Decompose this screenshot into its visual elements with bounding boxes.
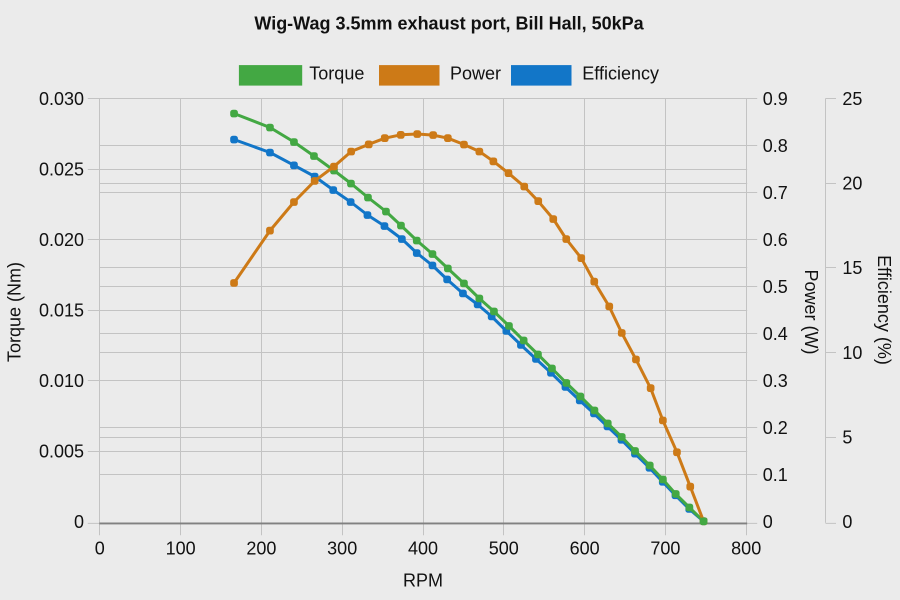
svg-text:0: 0: [763, 512, 773, 532]
svg-text:0.015: 0.015: [39, 301, 84, 321]
svg-text:200: 200: [246, 539, 276, 559]
svg-text:0.020: 0.020: [39, 230, 84, 250]
svg-text:0: 0: [842, 512, 852, 532]
svg-text:Torque: Torque: [309, 63, 364, 83]
svg-text:10: 10: [842, 343, 862, 363]
svg-text:Torque (Nm): Torque (Nm): [5, 262, 25, 362]
svg-text:0.6: 0.6: [763, 230, 788, 250]
svg-text:Wig-Wag 3.5mm exhaust port, Bi: Wig-Wag 3.5mm exhaust port, Bill Hall, 5…: [254, 14, 644, 34]
svg-text:600: 600: [570, 539, 600, 559]
svg-text:800: 800: [731, 539, 761, 559]
svg-text:20: 20: [842, 174, 862, 194]
svg-text:0.1: 0.1: [763, 465, 788, 485]
svg-text:0: 0: [74, 512, 84, 532]
svg-text:0: 0: [95, 539, 105, 559]
svg-text:700: 700: [650, 539, 680, 559]
svg-text:0.3: 0.3: [763, 371, 788, 391]
svg-text:300: 300: [327, 539, 357, 559]
svg-text:Efficiency (%): Efficiency (%): [874, 255, 894, 365]
svg-text:RPM: RPM: [403, 571, 443, 591]
svg-text:Power: Power: [450, 63, 501, 83]
svg-text:0.005: 0.005: [39, 442, 84, 462]
svg-text:0.9: 0.9: [763, 89, 788, 109]
svg-text:0.8: 0.8: [763, 136, 788, 156]
svg-text:400: 400: [408, 539, 438, 559]
svg-text:5: 5: [842, 428, 852, 448]
svg-text:0.025: 0.025: [39, 160, 84, 180]
svg-text:0.5: 0.5: [763, 277, 788, 297]
svg-text:0.4: 0.4: [763, 324, 788, 344]
svg-text:500: 500: [489, 539, 519, 559]
svg-text:Efficiency: Efficiency: [582, 63, 659, 83]
svg-text:15: 15: [842, 258, 862, 278]
svg-text:0.030: 0.030: [39, 89, 84, 109]
svg-text:0.2: 0.2: [763, 418, 788, 438]
svg-text:0.010: 0.010: [39, 371, 84, 391]
svg-text:25: 25: [842, 89, 862, 109]
svg-text:100: 100: [166, 539, 196, 559]
svg-text:0.7: 0.7: [763, 183, 788, 203]
svg-text:Power (W): Power (W): [801, 270, 821, 355]
